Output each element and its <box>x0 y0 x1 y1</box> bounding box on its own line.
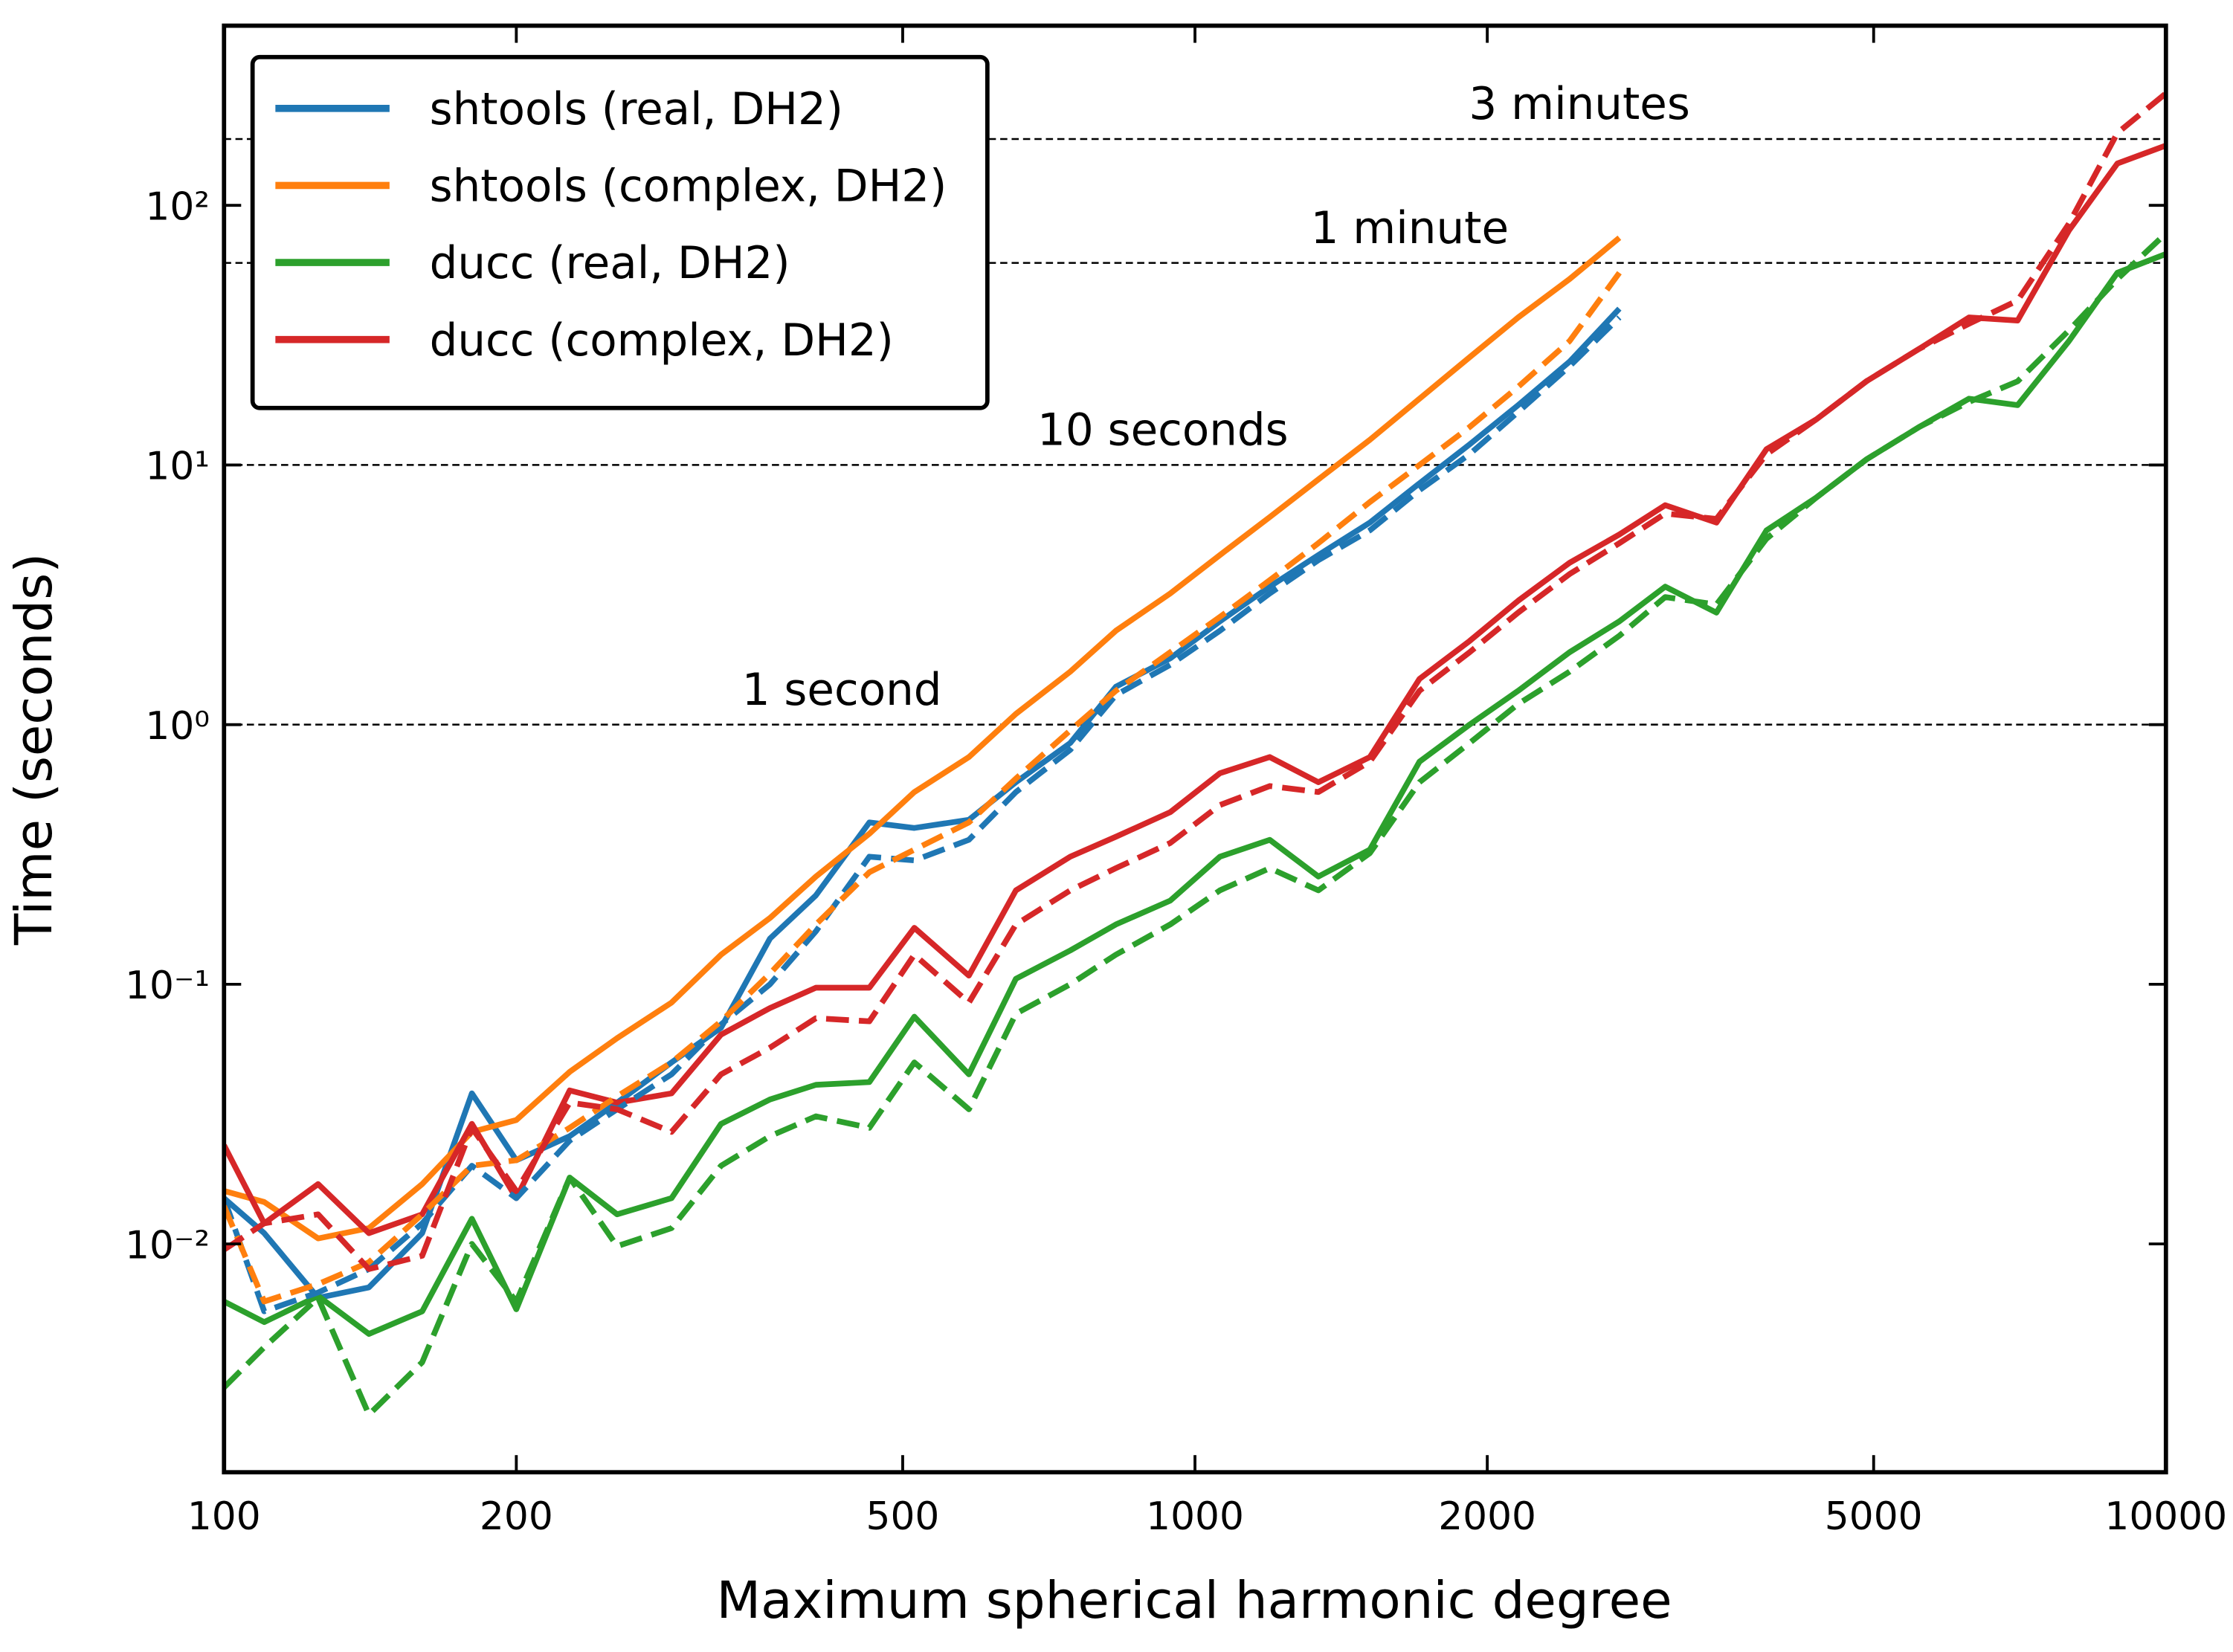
axes-layer: 100 200 500 1000 2000 5000 10000 10⁻² 10⁻¹ 10⁰ 10¹… <box>125 23 2227 1539</box>
legend-label: shtools (complex, DH2) <box>430 161 947 213</box>
x-tick-label: 5000 <box>1825 1494 1923 1539</box>
legend-box <box>250 54 990 410</box>
x-tick-label: 100 <box>187 1494 261 1539</box>
y-tick-label: 10⁻² <box>125 1223 210 1268</box>
x-tick-label: 500 <box>866 1494 940 1539</box>
legend: shtools (real, DH2) shtools (complex, DH2… <box>250 54 990 410</box>
series-line <box>224 315 1622 1314</box>
y-tick-label: 10⁻¹ <box>125 964 210 1008</box>
series-line <box>224 271 1622 1305</box>
series-line <box>224 231 2166 1418</box>
y-tick-label: 10¹ <box>145 445 210 489</box>
grid-layer: 3 minutes 1 minute 10 seconds 1 second <box>224 79 2166 726</box>
x-axis-label: Maximum spherical harmonic degree <box>717 1571 1672 1630</box>
x-tick-label: 2000 <box>1438 1494 1536 1539</box>
legend-label: shtools (real, DH2) <box>430 84 843 135</box>
y-tick-label: 10² <box>145 184 210 229</box>
reference-label: 1 second <box>742 665 942 716</box>
reference-label: 10 seconds <box>1037 405 1289 456</box>
x-tick-label: 200 <box>480 1494 553 1539</box>
x-tick-label: 1000 <box>1146 1494 1244 1539</box>
series-line <box>224 91 2166 1272</box>
legend-label: ducc (real, DH2) <box>430 238 790 289</box>
reference-label: 1 minute <box>1311 203 1509 254</box>
series-line <box>224 306 1622 1301</box>
y-axis-label: Time (seconds) <box>4 553 64 946</box>
x-tick-label: 10000 <box>2104 1494 2227 1539</box>
lines-layer <box>224 91 2166 1418</box>
reference-label: 3 minutes <box>1469 79 1689 130</box>
y-tick-label: 10⁰ <box>145 704 210 749</box>
legend-label: ducc (complex, DH2) <box>430 315 894 367</box>
